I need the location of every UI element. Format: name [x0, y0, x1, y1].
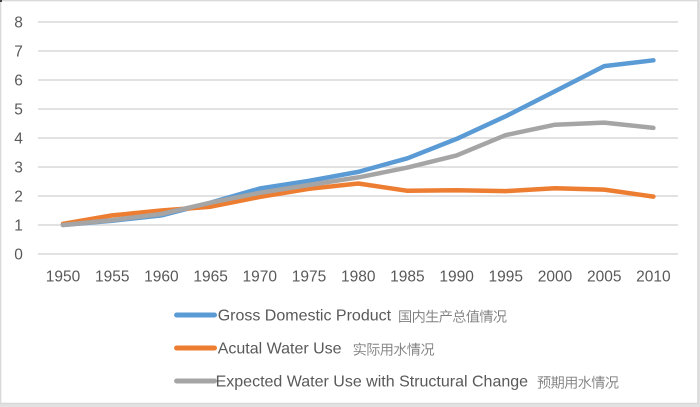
svg-text:2: 2: [14, 189, 23, 206]
svg-text:1955: 1955: [95, 269, 129, 286]
svg-text:1965: 1965: [193, 269, 227, 286]
svg-text:1985: 1985: [390, 269, 424, 286]
svg-text:Expected Water Use with Struct: Expected Water Use with Structural Chang…: [216, 374, 529, 391]
svg-text:4: 4: [14, 131, 23, 148]
svg-text:1980: 1980: [341, 269, 376, 286]
svg-text:6: 6: [14, 73, 23, 90]
svg-text:5: 5: [14, 102, 23, 119]
svg-text:1995: 1995: [489, 269, 523, 286]
svg-text:2000: 2000: [538, 269, 573, 286]
svg-text:2010: 2010: [636, 269, 671, 286]
svg-text:1975: 1975: [292, 269, 326, 286]
svg-text:7: 7: [14, 44, 23, 61]
svg-text:0: 0: [14, 247, 23, 264]
svg-text:Gross Domestic Product: Gross Domestic Product: [218, 308, 392, 325]
svg-text:1960: 1960: [144, 269, 179, 286]
svg-text:1: 1: [14, 218, 23, 235]
svg-text:3: 3: [14, 160, 23, 177]
svg-text:1970: 1970: [243, 269, 278, 286]
svg-text:Acutal Water Use: Acutal Water Use: [218, 341, 342, 358]
svg-text:8: 8: [14, 15, 23, 32]
svg-text:2005: 2005: [587, 269, 621, 286]
svg-text:1950: 1950: [46, 269, 81, 286]
svg-text:1990: 1990: [439, 269, 474, 286]
